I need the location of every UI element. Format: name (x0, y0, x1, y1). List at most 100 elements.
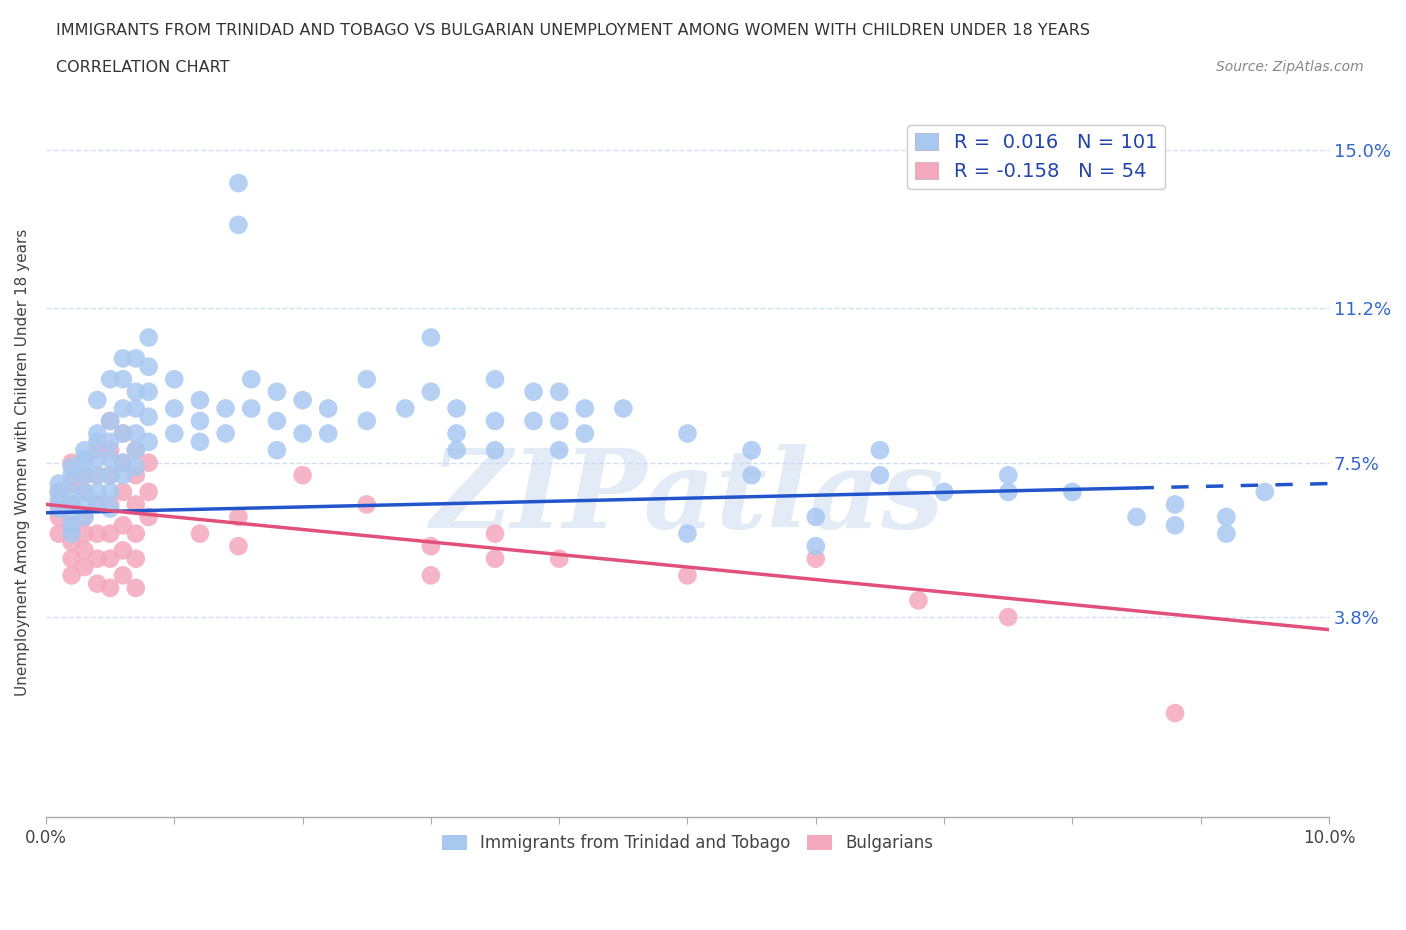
Point (111, 543, 134, 558)
Point (48, 485, 70, 499)
Point (48, 493, 70, 508)
Point (73, 543, 96, 558)
Point (111, 401, 134, 416)
Point (98, 372, 121, 387)
Point (316, 426, 339, 441)
Point (228, 218, 250, 232)
Point (125, 551, 148, 566)
Point (73, 510, 96, 525)
Point (138, 330, 160, 345)
Point (291, 392, 314, 407)
Point (316, 401, 339, 416)
Point (111, 426, 134, 441)
Point (73, 485, 96, 499)
Point (932, 485, 955, 499)
Point (869, 443, 891, 458)
Text: CORRELATION CHART: CORRELATION CHART (56, 60, 229, 75)
Point (138, 510, 160, 525)
Point (73, 497, 96, 512)
Point (86, 468, 108, 483)
Point (804, 551, 827, 566)
Y-axis label: Unemployment Among Women with Children Under 18 years: Unemployment Among Women with Children U… (15, 229, 30, 697)
Point (574, 401, 596, 416)
Point (997, 485, 1019, 499)
Point (60, 526, 83, 541)
Point (98, 434, 121, 449)
Text: Source: ZipAtlas.com: Source: ZipAtlas.com (1216, 60, 1364, 74)
Point (484, 526, 506, 541)
Point (86, 434, 108, 449)
Point (741, 468, 763, 483)
Point (419, 384, 441, 399)
Point (111, 568, 134, 583)
Point (1164, 518, 1187, 533)
Point (73, 468, 96, 483)
Point (48, 476, 70, 491)
Point (73, 560, 96, 575)
Point (125, 401, 148, 416)
Point (356, 372, 378, 387)
Point (125, 443, 148, 458)
Point (1125, 510, 1147, 525)
Point (484, 372, 506, 387)
Point (138, 384, 160, 399)
Point (522, 414, 544, 429)
Point (676, 426, 699, 441)
Point (73, 526, 96, 541)
Point (522, 384, 544, 399)
Point (125, 459, 148, 474)
Legend: Immigrants from Trinidad and Tobago, Bulgarians: Immigrants from Trinidad and Tobago, Bul… (434, 828, 941, 858)
Point (60, 497, 83, 512)
Text: IMMIGRANTS FROM TRINIDAD AND TOBAGO VS BULGARIAN UNEMPLOYMENT AMONG WOMEN WITH C: IMMIGRANTS FROM TRINIDAD AND TOBAGO VS B… (56, 23, 1090, 38)
Point (419, 538, 441, 553)
Point (356, 414, 378, 429)
Point (548, 384, 571, 399)
Point (484, 443, 506, 458)
Point (741, 443, 763, 458)
Point (138, 409, 160, 424)
Point (111, 468, 134, 483)
Point (86, 577, 108, 591)
Point (125, 468, 148, 483)
Point (240, 401, 263, 416)
Point (125, 526, 148, 541)
Point (1164, 706, 1187, 721)
Point (240, 372, 263, 387)
Point (291, 426, 314, 441)
Point (86, 497, 108, 512)
Point (676, 526, 699, 541)
Point (86, 485, 108, 499)
Point (86, 497, 108, 512)
Point (86, 426, 108, 441)
Point (446, 426, 468, 441)
Point (1215, 510, 1237, 525)
Point (266, 384, 288, 399)
Point (612, 401, 634, 416)
Text: ZIPatlas: ZIPatlas (430, 445, 945, 551)
Point (98, 414, 121, 429)
Point (73, 451, 96, 466)
Point (804, 538, 827, 553)
Point (163, 426, 186, 441)
Point (138, 434, 160, 449)
Point (548, 443, 571, 458)
Point (228, 176, 250, 191)
Point (228, 538, 250, 553)
Point (804, 510, 827, 525)
Point (60, 510, 83, 525)
Point (125, 351, 148, 365)
Point (419, 330, 441, 345)
Point (98, 551, 121, 566)
Point (98, 414, 121, 429)
Point (266, 414, 288, 429)
Point (73, 443, 96, 458)
Point (394, 401, 416, 416)
Point (86, 551, 108, 566)
Point (138, 359, 160, 374)
Point (138, 456, 160, 471)
Point (484, 551, 506, 566)
Point (446, 401, 468, 416)
Point (125, 426, 148, 441)
Point (997, 468, 1019, 483)
Point (98, 497, 121, 512)
